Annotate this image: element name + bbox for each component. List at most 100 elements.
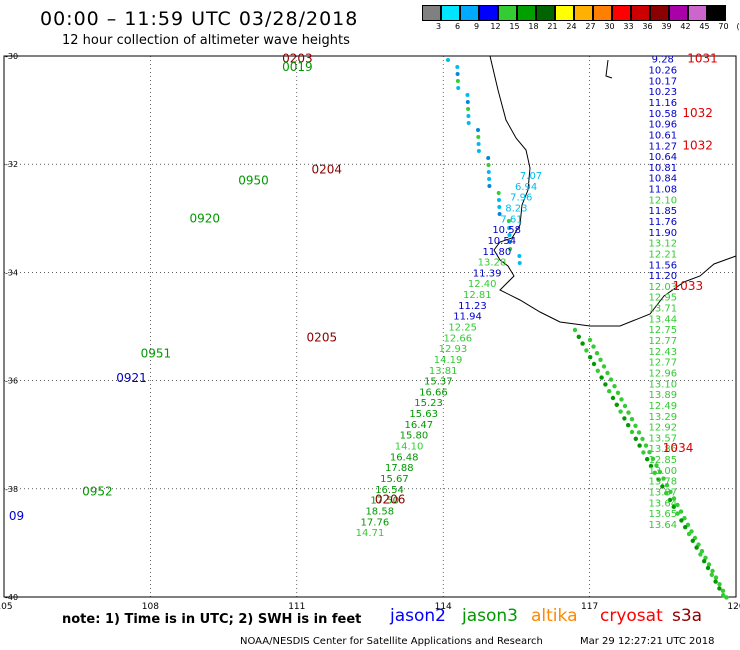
- track-dot: [652, 470, 657, 475]
- chart-subtitle: 12 hour collection of altimeter wave hei…: [62, 33, 350, 48]
- track-dot: [591, 344, 596, 349]
- wave-height-label: 10.58: [492, 225, 521, 236]
- wave-height-label: 13.29: [648, 412, 677, 423]
- wave-height-label: 13.86: [648, 444, 677, 455]
- wave-height-label: 7.61: [500, 214, 522, 225]
- wave-height-label: 10.54: [487, 236, 516, 247]
- coastline: [489, 55, 737, 327]
- wave-height-label: 13.89: [648, 390, 677, 401]
- y-tick-label: -32: [5, 160, 18, 169]
- track-dot: [710, 568, 715, 574]
- wave-height-label: 16.54: [375, 485, 404, 496]
- legend-altika: altika: [531, 606, 578, 626]
- color-swatch: [460, 5, 479, 21]
- wave-height-label: 12.49: [648, 401, 677, 412]
- track-dot: [580, 341, 585, 346]
- wave-height-label: 11.16: [648, 98, 677, 109]
- track-dot: [487, 177, 492, 181]
- color-swatch: [441, 5, 460, 21]
- wave-height-label: 13.64: [648, 498, 677, 509]
- track-dot: [660, 484, 665, 489]
- track-dot: [633, 423, 638, 428]
- wave-height-label: 10.26: [648, 66, 677, 77]
- track-dot: [466, 121, 471, 125]
- track-dot: [709, 572, 714, 577]
- wave-height-label: 14.71: [356, 528, 385, 539]
- track-dot: [476, 128, 480, 132]
- wave-height-label: 12.95: [648, 293, 677, 304]
- track-dot: [717, 582, 722, 587]
- wave-height-label: 13.10: [648, 379, 677, 390]
- x-tick-label: 105: [0, 602, 13, 612]
- color-swatch: [574, 5, 593, 21]
- y-tick-label: -38: [5, 485, 18, 494]
- track-dot: [601, 364, 607, 369]
- color-scale-label: 27: [585, 22, 596, 31]
- track-dot: [664, 491, 669, 496]
- track-dot: [588, 355, 593, 360]
- track-dot: [643, 443, 649, 448]
- chart-title: 00:00 – 11:59 UTC 03/28/2018: [40, 8, 359, 30]
- wave-height-label: 15.37: [424, 377, 453, 388]
- legend-jason3: jason3: [462, 606, 518, 626]
- track-dot: [661, 476, 666, 481]
- color-scale-label: (ft): [736, 22, 740, 31]
- track-dot: [657, 469, 663, 475]
- color-swatch: [669, 5, 688, 21]
- wave-height-label: 10.81: [648, 163, 677, 174]
- time-annotation: 0206: [375, 493, 406, 507]
- track-dot: [476, 135, 481, 139]
- track-dot: [465, 100, 470, 104]
- time-annotation: 0204: [311, 163, 342, 177]
- wave-height-label: 11.23: [458, 301, 487, 312]
- track-dot: [713, 575, 719, 580]
- track-dot: [683, 525, 688, 530]
- wave-height-label: 12.21: [648, 249, 677, 260]
- track-dot: [633, 436, 638, 441]
- wave-height-label: 15.63: [409, 409, 438, 420]
- color-swatch: [688, 5, 707, 21]
- track-dot: [466, 107, 471, 111]
- wave-height-label: 11.76: [648, 217, 677, 228]
- time-annotation: 0952: [82, 485, 113, 499]
- wave-height-label: 12.77: [648, 336, 677, 347]
- wave-height-label: 12.93: [439, 344, 468, 355]
- track-dot: [679, 518, 684, 523]
- color-scale-label: 24: [566, 22, 577, 31]
- color-swatch: [517, 5, 536, 21]
- track-dot: [610, 395, 616, 401]
- wave-height-label: 11.80: [483, 247, 512, 258]
- track-dot: [591, 361, 597, 367]
- wave-height-label: 12.43: [648, 347, 677, 358]
- wave-height-label: 11.08: [648, 185, 677, 196]
- track-dot: [476, 142, 481, 146]
- track-dot: [650, 456, 656, 461]
- wave-height-label: 16.47: [404, 420, 433, 431]
- track-dot: [720, 588, 726, 593]
- wave-height-label: 12.25: [448, 323, 477, 334]
- wave-height-label: 12.85: [648, 455, 677, 466]
- track-dot: [497, 212, 502, 216]
- wave-height-label: 10.84: [648, 174, 677, 185]
- track-dot: [675, 511, 680, 516]
- track-dot: [678, 509, 684, 514]
- wave-height-label: 13.00: [648, 466, 677, 477]
- track-dot: [636, 430, 642, 435]
- track-dot: [607, 389, 612, 394]
- wave-height-label: 8.23: [505, 203, 527, 214]
- time-annotation: 1032: [682, 138, 713, 152]
- color-scale-label: 30: [604, 22, 615, 31]
- wave-height-label: 12.66: [444, 333, 473, 344]
- track-dot: [587, 337, 593, 343]
- wave-height-label: 10.23: [648, 87, 677, 98]
- track-dot: [629, 417, 635, 422]
- color-scale-label: 39: [661, 22, 672, 31]
- time-annotation: 0019: [282, 60, 313, 74]
- track-dot: [656, 477, 661, 482]
- color-scale-label: 15: [509, 22, 520, 31]
- track-dot: [507, 226, 512, 230]
- color-swatch: [650, 5, 669, 21]
- wave-height-label: 12.40: [468, 279, 497, 290]
- wave-height-label: 14.10: [395, 442, 424, 453]
- track-dot: [497, 205, 502, 209]
